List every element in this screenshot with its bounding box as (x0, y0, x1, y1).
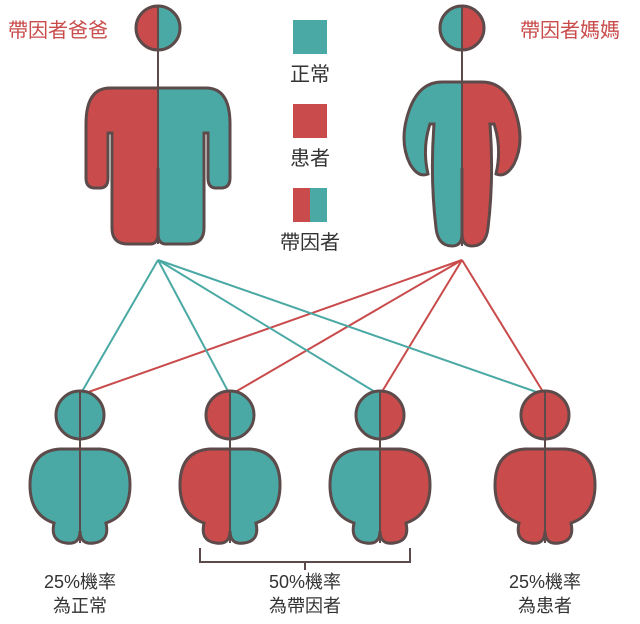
child-0-label: 25%機率為正常 (10, 570, 150, 619)
inheritance-diagram (0, 0, 640, 624)
child-1-label: 50%機率為帶因者 (235, 570, 375, 619)
child-3-label: 25%機率為患者 (475, 570, 615, 619)
